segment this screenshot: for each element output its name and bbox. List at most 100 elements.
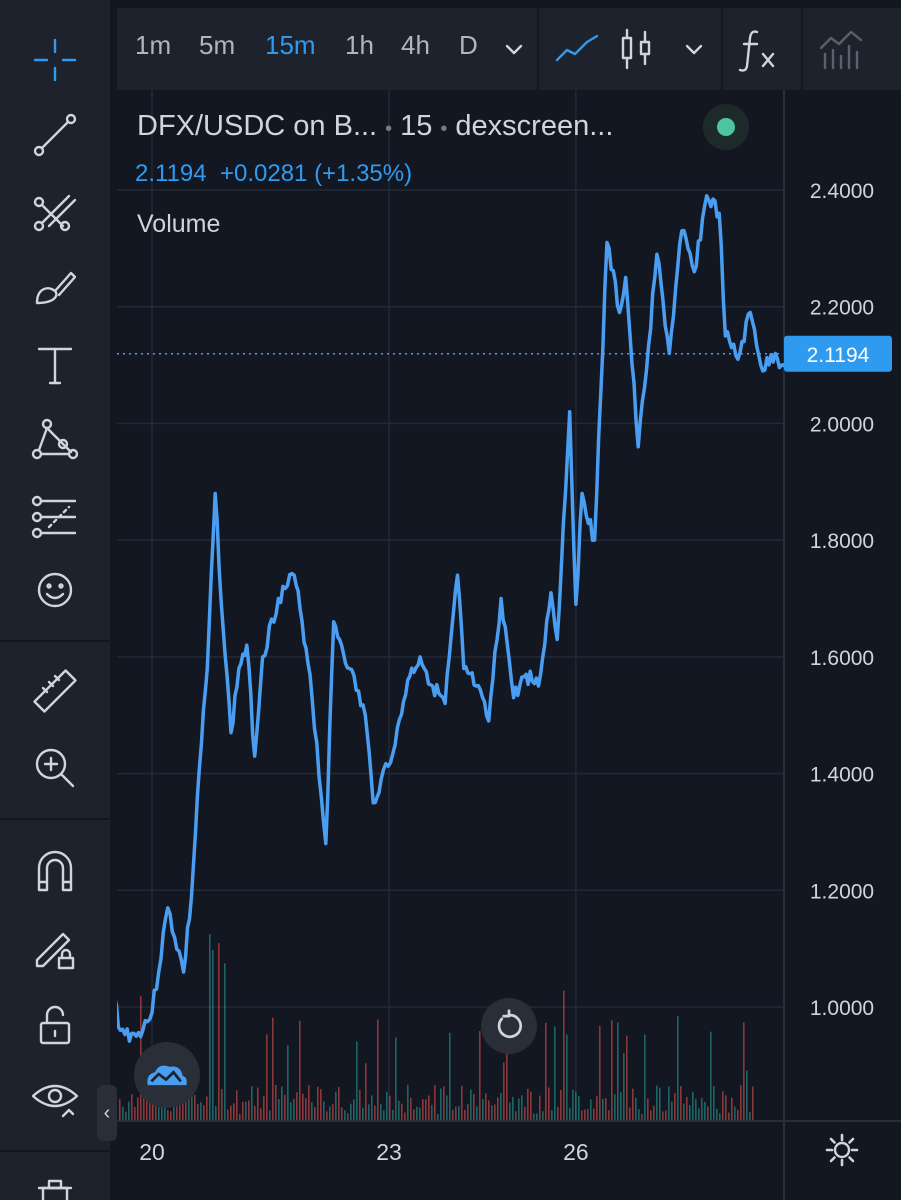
text-icon[interactable]	[25, 335, 85, 395]
volume-bar	[659, 1087, 661, 1120]
timeframe-1h[interactable]: 1h	[345, 30, 374, 60]
volume-bar	[740, 1085, 742, 1120]
lock-drawing-icon[interactable]	[25, 918, 85, 978]
trend-line-icon[interactable]	[25, 105, 85, 165]
timeframe-d[interactable]: D	[459, 30, 478, 60]
volume-bar	[212, 949, 214, 1120]
timeframe-4h[interactable]: 4h	[401, 30, 430, 60]
volume-bar	[647, 1098, 649, 1120]
date-tick-label: 26	[563, 1139, 589, 1165]
chevron-down-icon[interactable]	[679, 24, 709, 74]
price-tick-label: 2.2000	[810, 297, 874, 320]
chart-settings-gear-icon[interactable]	[822, 1130, 862, 1170]
eye-icon[interactable]	[25, 1068, 85, 1128]
volume-bar	[185, 1091, 187, 1120]
volume-bar	[125, 1111, 127, 1120]
volume-bar	[578, 1096, 580, 1120]
volume-bar	[179, 1100, 181, 1120]
source-label: dexscreen...	[455, 110, 614, 142]
volume-bar	[695, 1098, 697, 1120]
volume-bar	[404, 1112, 406, 1120]
price-chart[interactable]: 2.4000 2.2000 2.0000 1.8000 1.6000 1.4000 1.20…	[117, 90, 901, 1200]
timeframe-15m[interactable]: 15m	[265, 30, 316, 60]
indicators-fx-icon[interactable]	[735, 24, 785, 74]
volume-bar	[713, 1086, 715, 1120]
volume-bar	[362, 1107, 364, 1120]
volume-bar	[341, 1107, 343, 1120]
volume-bar	[599, 1025, 601, 1120]
volume-bar	[698, 1108, 700, 1120]
reset-chart-button[interactable]	[481, 998, 537, 1054]
chart-pane[interactable]: 2.4000 2.2000 2.0000 1.8000 1.6000 1.4000 1.20…	[117, 90, 901, 1200]
brush-icon[interactable]	[25, 255, 85, 315]
volume-bar	[575, 1091, 577, 1120]
price-axis: 2.4000 2.2000 2.0000 1.8000 1.6000 1.4000 1.20…	[810, 180, 874, 1020]
volume-bar	[500, 1092, 502, 1120]
volume-bar	[737, 1109, 739, 1120]
chart-legend-title[interactable]: DFX/USDC on B... • 15 • dexscreen...	[137, 110, 613, 143]
price-tick-label: 1.4000	[810, 764, 874, 787]
volume-bar	[236, 1090, 238, 1120]
volume-bar	[260, 1108, 262, 1120]
market-status-indicator[interactable]	[703, 104, 749, 150]
volume-bar	[206, 1096, 208, 1120]
magnet-icon[interactable]	[25, 842, 85, 902]
compare-bars-icon[interactable]	[817, 24, 867, 74]
status-dot	[717, 118, 735, 136]
volume-bar	[587, 1109, 589, 1120]
unlock-icon[interactable]	[25, 995, 85, 1055]
volume-bar	[641, 1113, 643, 1120]
price-line	[117, 194, 802, 1043]
volume-bar	[674, 1093, 676, 1120]
timeframe-1m[interactable]: 1m	[135, 30, 172, 60]
crosshair-icon[interactable]	[25, 30, 85, 90]
candlestick-icon[interactable]	[613, 24, 663, 74]
volume-bar	[512, 1096, 514, 1120]
volume-bar	[581, 1110, 583, 1120]
pattern-icon[interactable]	[25, 408, 85, 468]
volume-bar	[722, 1091, 724, 1120]
volume-bar	[215, 1106, 217, 1120]
volume-bar	[119, 1099, 121, 1120]
volume-bar	[350, 1103, 352, 1120]
volume-bar	[707, 1106, 709, 1120]
volume-bar	[515, 1111, 517, 1120]
volume-bar	[182, 1100, 184, 1120]
volume-bar	[539, 1095, 541, 1120]
volume-bar	[380, 1103, 382, 1120]
fib-pitchfork-icon[interactable]	[25, 180, 85, 240]
volume-legend[interactable]: Volume	[137, 210, 221, 238]
volume-bar	[326, 1111, 328, 1120]
price-tick-label: 1.0000	[810, 997, 874, 1020]
tradingview-logo-icon[interactable]	[134, 1042, 200, 1108]
trash-icon[interactable]	[25, 1168, 85, 1200]
volume-bar	[542, 1111, 544, 1120]
volume-bar	[233, 1103, 235, 1120]
volume-bar	[218, 943, 220, 1120]
volume-bar	[665, 1110, 667, 1120]
volume-bar	[359, 1089, 361, 1120]
volume-bar	[449, 1032, 451, 1120]
emoji-icon[interactable]	[25, 560, 85, 620]
timeframe-5m[interactable]: 5m	[199, 30, 236, 60]
volume-bar	[368, 1104, 370, 1120]
volume-bar	[338, 1086, 340, 1120]
volume-bar	[287, 1045, 289, 1120]
volume-bar	[509, 1102, 511, 1120]
volume-bar	[191, 1086, 193, 1120]
line-chart-icon[interactable]	[553, 24, 603, 74]
collapse-sidebar-button[interactable]: ‹	[97, 1085, 117, 1141]
volume-bar	[164, 1101, 166, 1120]
volume-bar	[731, 1097, 733, 1120]
volume-bar	[653, 1105, 655, 1120]
volume-bar	[374, 1105, 376, 1120]
prediction-icon[interactable]	[25, 485, 85, 545]
volume-bar	[194, 1094, 196, 1120]
zoom-in-icon[interactable]	[25, 738, 85, 798]
chevron-down-icon[interactable]	[499, 24, 529, 74]
volume-bar	[197, 1104, 199, 1120]
ruler-icon[interactable]	[25, 662, 85, 722]
volume-bar	[161, 1099, 163, 1120]
volume-bar	[353, 1099, 355, 1120]
volume-bar	[146, 1097, 148, 1120]
